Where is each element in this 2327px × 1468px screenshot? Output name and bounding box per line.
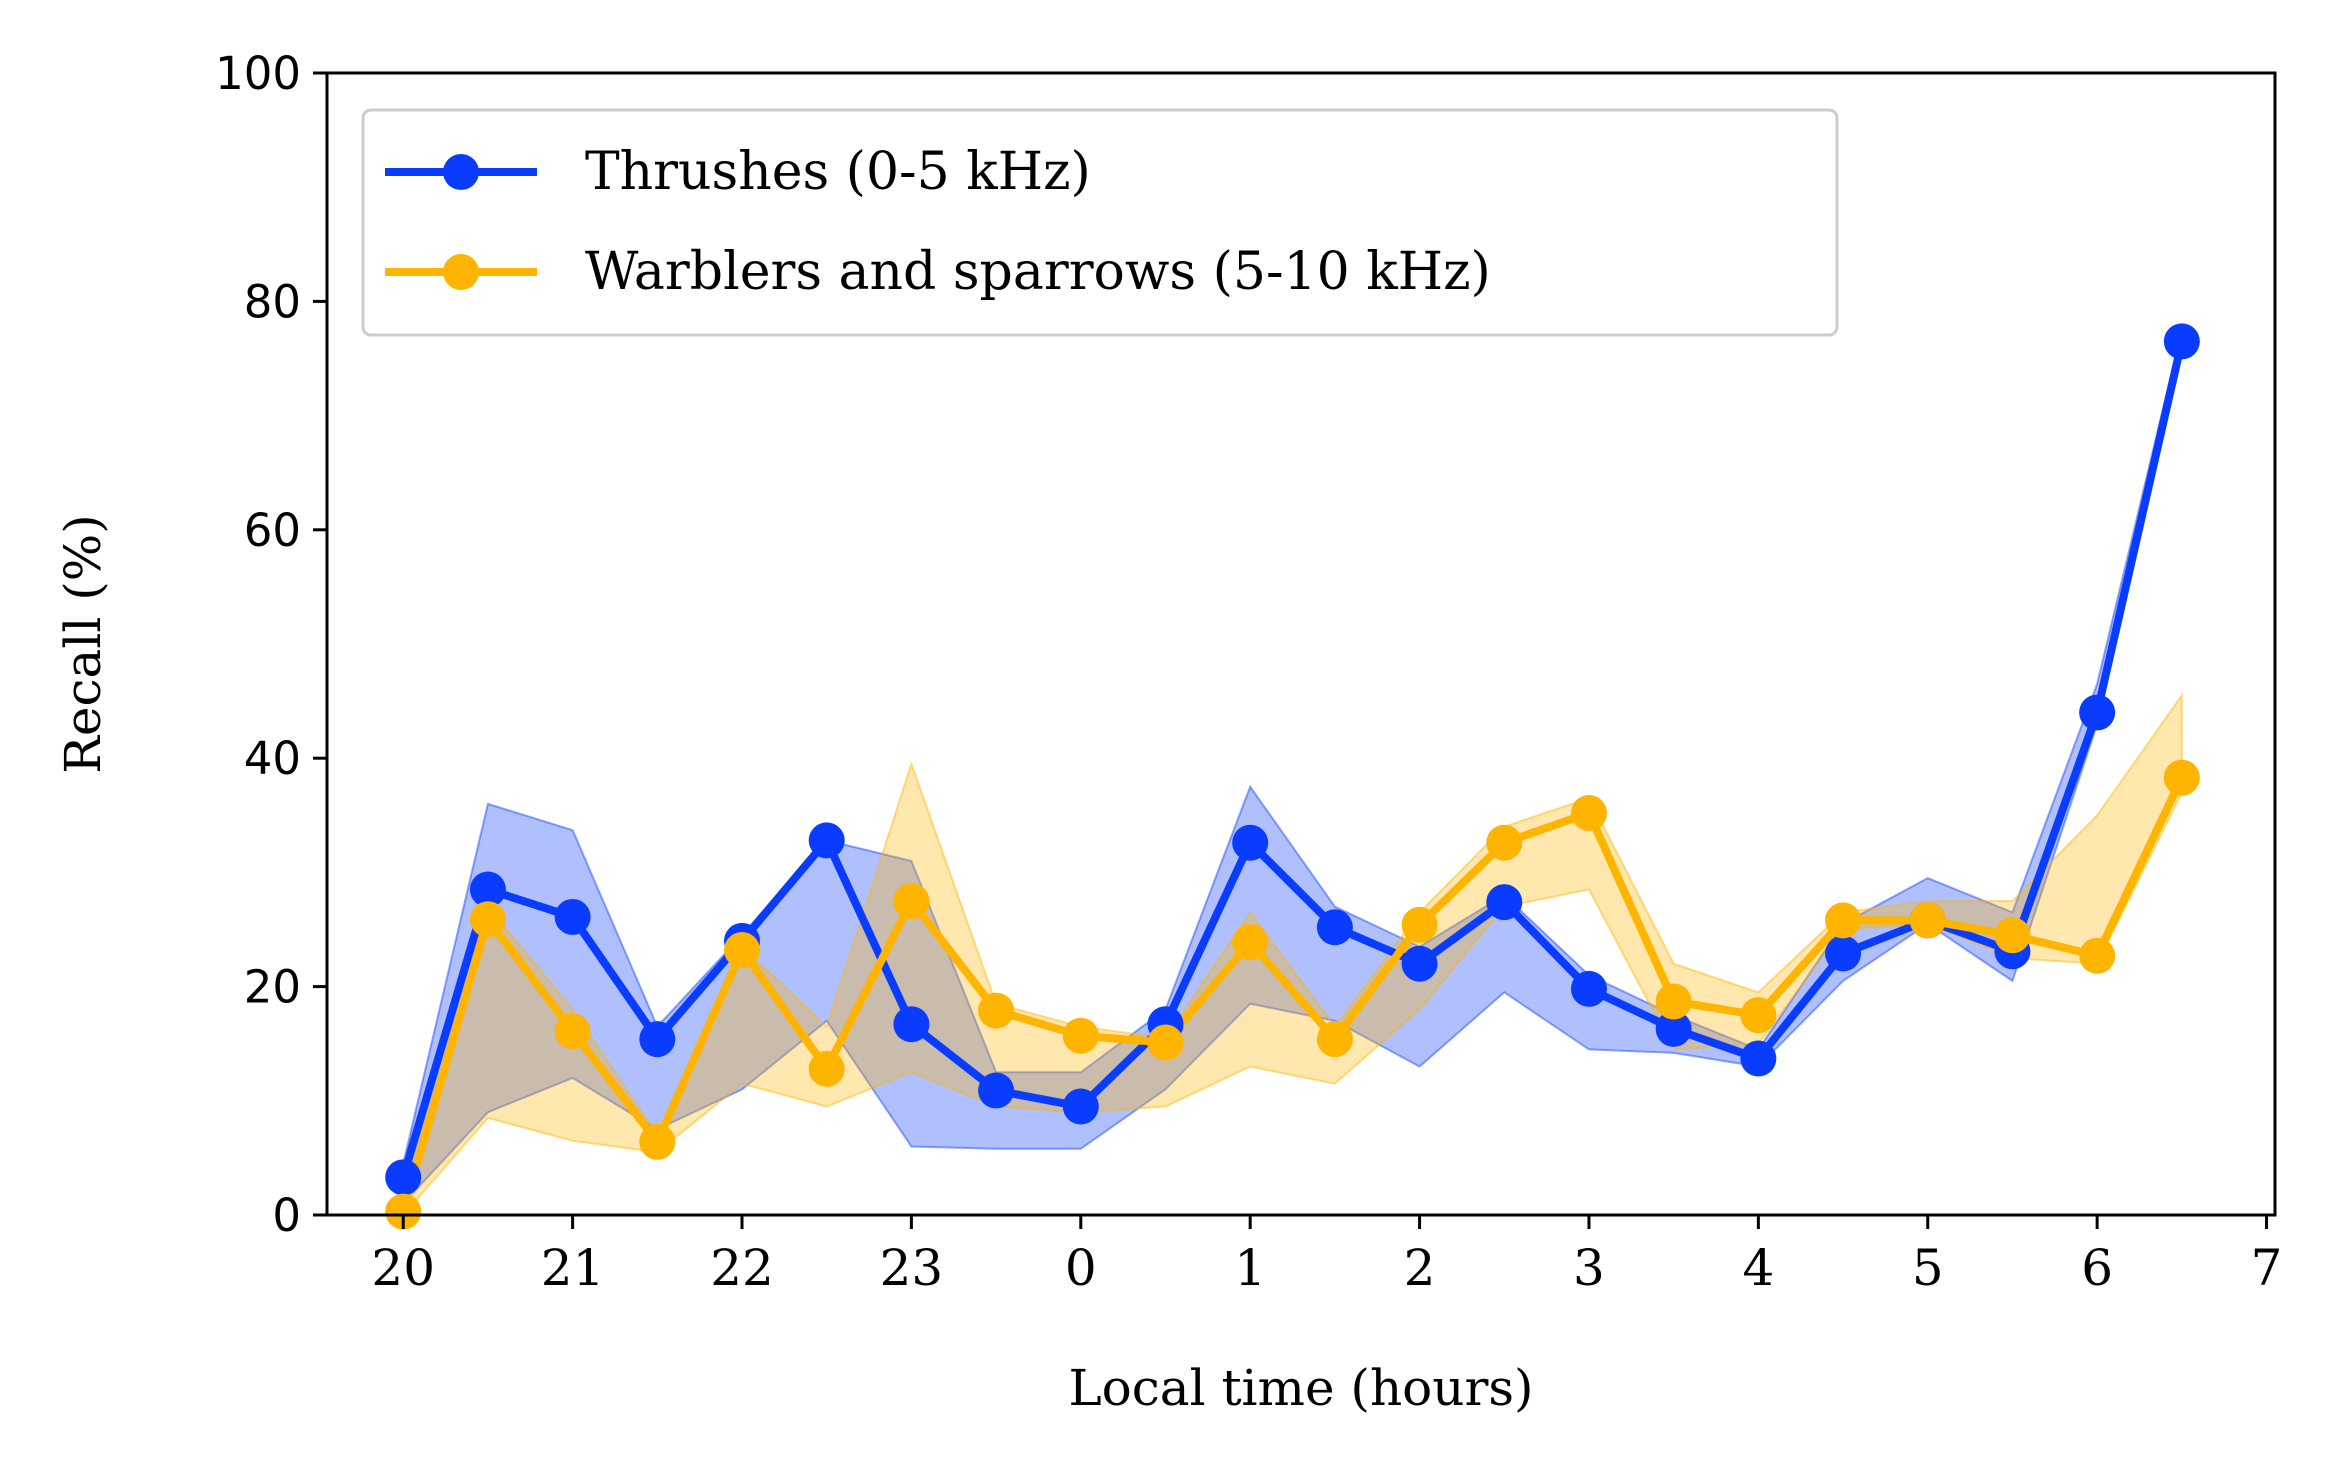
x-tick-label: 2 (1404, 1239, 1436, 1297)
x-tick-label: 1 (1234, 1239, 1266, 1297)
x-axis: 20 21 22 23 0 1 2 3 4 5 6 7 (371, 1215, 2282, 1297)
point-warblers (1570, 795, 1607, 832)
point-thrushes (1316, 909, 1353, 946)
x-tick-label: 7 (2251, 1239, 2283, 1297)
point-warblers (1147, 1024, 1184, 1061)
point-thrushes (1232, 824, 1269, 861)
x-tick-label: 21 (541, 1239, 605, 1297)
point-warblers (978, 992, 1015, 1029)
point-thrushes (2163, 323, 2200, 360)
legend-label-thrushes: Thrushes (0-5 kHz) (585, 142, 1091, 202)
y-tick-label: 40 (244, 732, 301, 785)
point-warblers (1909, 902, 1946, 939)
y-tick-label: 20 (244, 961, 301, 1014)
line-thrushes (399, 340, 2186, 1179)
point-thrushes (1401, 945, 1438, 982)
point-thrushes (1062, 1088, 1099, 1125)
y-axis-title: Recall (%) (54, 514, 112, 773)
point-warblers (1062, 1017, 1099, 1054)
point-thrushes (1825, 935, 1862, 972)
point-thrushes (1570, 970, 1607, 1007)
confidence-bands (402, 329, 2183, 1218)
legend-marker-warblers (443, 254, 479, 290)
point-warblers (1994, 917, 2031, 954)
point-thrushes (1486, 884, 1523, 921)
series-lines (399, 340, 2186, 1213)
line-warblers (399, 775, 2186, 1213)
point-thrushes (639, 1021, 676, 1058)
point-warblers (1825, 902, 1862, 939)
point-warblers (469, 901, 506, 938)
x-tick-label: 0 (1065, 1239, 1097, 1297)
x-tick-label: 22 (710, 1239, 774, 1297)
y-tick-label: 80 (244, 275, 301, 328)
point-warblers (554, 1013, 591, 1050)
legend-label-warblers: Warblers and sparrows (5-10 kHz) (585, 242, 1491, 302)
series-markers (385, 323, 2200, 1230)
point-warblers (724, 932, 761, 969)
legend: Thrushes (0-5 kHz) Warblers and sparrows… (361, 108, 1839, 337)
point-thrushes (385, 1159, 422, 1196)
point-warblers (385, 1193, 422, 1230)
legend-marker-thrushes (443, 154, 479, 190)
x-tick-label: 5 (1912, 1239, 1944, 1297)
plot-area-frame (325, 71, 2277, 1217)
point-thrushes (808, 822, 845, 859)
x-tick-label: 6 (2081, 1239, 2113, 1297)
y-tick-label: 0 (272, 1189, 301, 1242)
y-tick-label: 60 (244, 504, 301, 557)
legend-box (361, 108, 1839, 337)
x-tick-label: 23 (880, 1239, 944, 1297)
y-axis: 0 20 40 60 80 100 (215, 47, 327, 1242)
point-warblers (1655, 983, 1692, 1020)
x-tick-label: 3 (1573, 1239, 1605, 1297)
point-thrushes (978, 1072, 1015, 1109)
point-warblers (1316, 1021, 1353, 1058)
point-warblers (893, 882, 930, 919)
x-axis-title: Local time (hours) (1068, 1359, 1533, 1417)
point-warblers (639, 1123, 676, 1160)
point-warblers (1401, 906, 1438, 943)
point-warblers (1486, 824, 1523, 861)
point-warblers (1232, 924, 1269, 961)
point-thrushes (1655, 1010, 1692, 1047)
point-warblers (2079, 937, 2116, 974)
point-thrushes (554, 898, 591, 935)
point-thrushes (1740, 1040, 1777, 1077)
point-warblers (2163, 759, 2200, 796)
y-tick-label: 100 (215, 47, 301, 100)
point-warblers (1740, 997, 1777, 1034)
point-thrushes (469, 871, 506, 908)
point-thrushes (893, 1006, 930, 1043)
point-warblers (808, 1050, 845, 1087)
x-tick-label: 4 (1742, 1239, 1774, 1297)
point-thrushes (2079, 694, 2116, 731)
x-tick-label: 20 (371, 1239, 435, 1297)
